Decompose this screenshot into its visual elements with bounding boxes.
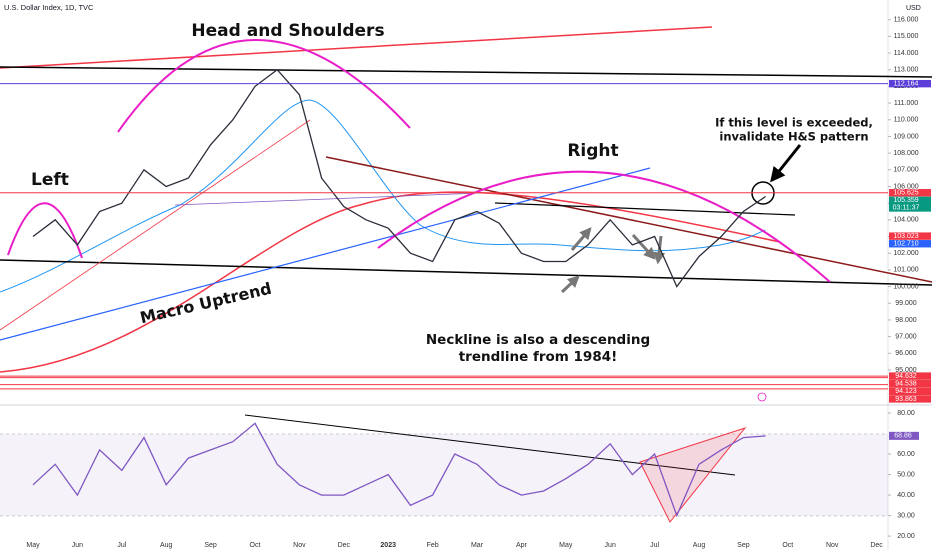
annotation: Left <box>31 170 69 190</box>
y-tick-label: 113.000 <box>894 67 919 74</box>
y-tick-label: 100.000 <box>893 283 918 290</box>
y-tick-label: 115.000 <box>894 33 919 40</box>
y-tick-label: 108.000 <box>893 150 918 157</box>
x-tick-label: Apr <box>516 542 528 549</box>
trendline <box>0 26 713 69</box>
annotation: If this level is exceeded, <box>715 116 873 130</box>
price-badge-label: 93.863 <box>895 396 917 403</box>
price-badge <box>889 196 931 212</box>
trendline <box>0 119 311 331</box>
x-tick-label: Oct <box>250 542 261 549</box>
x-tick-label: Jun <box>72 542 83 549</box>
price-badge-label: 94.123 <box>895 388 917 395</box>
countdown: 03:11:37 <box>893 205 920 212</box>
y-tick-label: 98.000 <box>895 317 917 324</box>
macro-uptrend-line <box>0 167 651 341</box>
price-badge-label: 105.625 <box>893 190 918 197</box>
x-tick-label: Sep <box>737 542 750 549</box>
x-tick-label: Jul <box>650 542 659 549</box>
ma-50 <box>0 99 766 293</box>
y-tick-label: 104.000 <box>893 217 918 224</box>
y-tick-label: 102.000 <box>893 250 918 257</box>
y-tick-label: 111.000 <box>894 100 918 107</box>
price-badge-label: 102.710 <box>893 241 918 248</box>
x-tick-label: Aug <box>693 542 706 549</box>
price-badge-label: 94.538 <box>895 381 917 388</box>
y-tick-label: 97.000 <box>895 333 917 340</box>
price-badge-label: 103.023 <box>893 233 918 240</box>
annotation: Right <box>567 141 618 161</box>
currency: USD <box>906 5 921 12</box>
price-line <box>32 68 766 288</box>
right-shoulder-arc <box>377 170 831 283</box>
price-line <box>32 422 766 518</box>
price-badge <box>889 189 931 197</box>
chart-title: U.S. Dollar Index, 1D, TVC <box>4 3 94 12</box>
y-tick-label: 109.000 <box>893 133 918 140</box>
x-tick-label: Jun <box>605 542 616 549</box>
left-shoulder-arc <box>7 202 83 259</box>
x-tick-label: Nov <box>826 542 839 549</box>
price-badge-label: 94.632 <box>895 373 917 380</box>
price-badge-label: 112.164 <box>894 81 919 88</box>
arrow <box>570 227 592 251</box>
price-badge <box>889 232 931 240</box>
y-tick-label: 95.000 <box>895 367 917 374</box>
annotation: Head and Shoulders <box>191 21 384 41</box>
price-badge <box>889 79 931 88</box>
x-tick-label: Dec <box>870 542 883 549</box>
y-tick-label: 107.000 <box>893 167 918 174</box>
x-tick-label: Sep <box>204 542 217 549</box>
x-tick-label: Jul <box>117 542 126 549</box>
x-tick-label: Oct <box>782 542 793 549</box>
y-tick-label: 110.000 <box>894 117 919 124</box>
price-badge <box>889 380 931 388</box>
trendline <box>494 202 796 216</box>
y-tick-label: 114.000 <box>894 50 919 57</box>
x-tick-label: 2023 <box>380 542 396 549</box>
price-badge-label: 105.359 <box>893 197 918 204</box>
x-tick-label: Dec <box>338 542 351 549</box>
annotation: Neckline is also a descending <box>426 332 650 348</box>
x-tick-label: May <box>26 542 40 549</box>
price-badge <box>889 387 931 396</box>
price-badge <box>889 240 931 248</box>
y-tick-label: 116.000 <box>894 17 919 24</box>
y-tick-label: 101.000 <box>893 267 918 274</box>
x-tick-label: Nov <box>293 542 306 549</box>
y-tick-label: 96.000 <box>895 350 917 357</box>
price-badge <box>889 372 931 380</box>
alert-icon <box>757 392 767 402</box>
rsi-badge-label: 68.86 <box>894 433 912 440</box>
y-tick-label: 30.00 <box>897 512 915 519</box>
y-tick-label: 80.00 <box>897 410 915 417</box>
annotation: trendline from 1984! <box>459 349 618 365</box>
arrow <box>560 275 580 294</box>
trendline <box>0 66 932 78</box>
y-tick-label: 20.00 <box>897 533 915 540</box>
y-tick-label: 99.000 <box>895 300 917 307</box>
x-tick-label: Mar <box>471 542 484 549</box>
y-tick-label: 50.00 <box>897 471 915 478</box>
rsi-trendline <box>244 414 736 476</box>
trendline <box>174 192 481 206</box>
trendline <box>325 156 932 283</box>
y-tick-label: 40.00 <box>897 492 915 499</box>
head-arc <box>117 39 411 133</box>
rsi-badge <box>889 431 919 440</box>
y-tick-label: 106.000 <box>893 183 918 190</box>
arrow <box>631 233 656 260</box>
annotation: invalidate H&S pattern <box>719 130 868 144</box>
arrow <box>770 144 802 183</box>
x-tick-label: Aug <box>160 542 173 549</box>
x-tick-label: Feb <box>427 542 439 549</box>
y-tick-label: 60.00 <box>897 451 915 458</box>
price-badge <box>889 395 931 403</box>
neckline <box>0 259 932 286</box>
x-tick-label: May <box>559 542 573 549</box>
